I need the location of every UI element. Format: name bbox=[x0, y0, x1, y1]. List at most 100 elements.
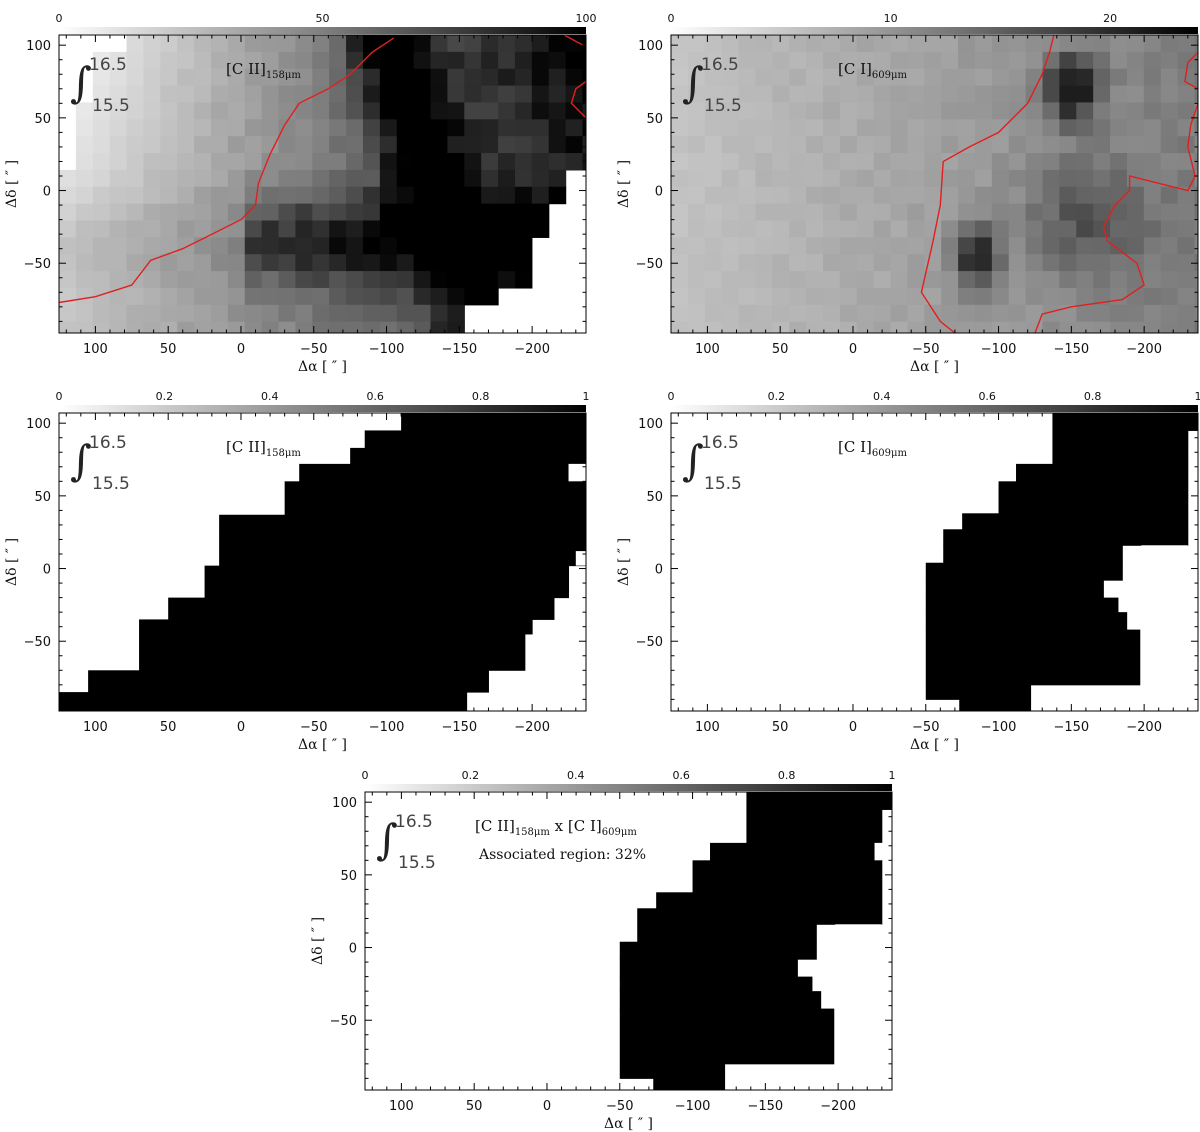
mask-cell bbox=[620, 942, 817, 960]
map-pixel bbox=[295, 288, 312, 305]
map-pixel bbox=[1059, 288, 1076, 305]
colorbar-tick-label: 1 bbox=[583, 390, 590, 403]
x-tick-label: −100 bbox=[981, 342, 1017, 357]
y-axis-label: Δδ [ ″ ] bbox=[4, 160, 20, 208]
map-pixel bbox=[1093, 102, 1110, 119]
map-pixel bbox=[1127, 305, 1144, 322]
map-pixel bbox=[975, 170, 992, 187]
mask-cell bbox=[746, 825, 882, 843]
map-pixel bbox=[447, 153, 464, 170]
colorbar-tick-label: 0.6 bbox=[978, 390, 996, 403]
map-pixel bbox=[380, 322, 397, 339]
map-pixel bbox=[498, 204, 515, 221]
map-pixel bbox=[143, 153, 160, 170]
map-pixel bbox=[549, 187, 566, 204]
map-pixel bbox=[941, 220, 958, 237]
map-pixel bbox=[127, 136, 144, 153]
map-pixel bbox=[992, 271, 1009, 288]
map-pixel bbox=[1127, 204, 1144, 221]
map-pixel bbox=[705, 271, 722, 288]
colorbar-tick-label: 0.8 bbox=[778, 769, 796, 782]
map-pixel bbox=[211, 271, 228, 288]
map-pixel bbox=[447, 305, 464, 322]
map-pixel bbox=[160, 52, 177, 69]
map-pixel bbox=[823, 35, 840, 52]
map-pixel bbox=[160, 305, 177, 322]
mask-cell bbox=[926, 563, 1123, 581]
colorbar-tick-label: 1 bbox=[1195, 390, 1200, 403]
map-pixel bbox=[583, 119, 600, 136]
map-pixel bbox=[262, 204, 279, 221]
map-pixel bbox=[431, 69, 448, 86]
map-pixel bbox=[907, 170, 924, 187]
map-pixel bbox=[739, 220, 756, 237]
integral-upper-limit: 16.5 bbox=[395, 812, 433, 832]
map-pixel bbox=[346, 35, 363, 52]
map-pixel bbox=[1009, 170, 1026, 187]
mask-cell bbox=[1052, 413, 1198, 431]
map-pixel bbox=[549, 136, 566, 153]
y-tick-label: 50 bbox=[340, 869, 357, 884]
map-pixel bbox=[59, 170, 76, 187]
integral-upper-limit: 16.5 bbox=[701, 55, 739, 75]
map-pixel bbox=[431, 204, 448, 221]
integral-upper-limit: 16.5 bbox=[89, 55, 127, 75]
map-pixel bbox=[739, 271, 756, 288]
map-pixel bbox=[958, 271, 975, 288]
map-pixel bbox=[874, 288, 891, 305]
map-pixel bbox=[924, 102, 941, 119]
map-pixel bbox=[447, 86, 464, 103]
map-pixel bbox=[688, 119, 705, 136]
map-pixel bbox=[705, 305, 722, 322]
colorbar bbox=[671, 405, 1198, 412]
x-tick-label: −100 bbox=[369, 342, 405, 357]
map-pixel bbox=[414, 86, 431, 103]
map-pixel bbox=[806, 69, 823, 86]
map-pixel bbox=[789, 339, 806, 356]
mask-cell bbox=[285, 481, 587, 515]
map-pixel bbox=[1026, 136, 1043, 153]
map-pixel bbox=[1161, 271, 1178, 288]
map-pixel bbox=[481, 170, 498, 187]
map-pixel bbox=[346, 322, 363, 339]
map-pixel bbox=[823, 102, 840, 119]
map-pixel bbox=[857, 187, 874, 204]
map-pixel bbox=[907, 52, 924, 69]
map-pixel bbox=[262, 237, 279, 254]
map-pixel bbox=[975, 288, 992, 305]
y-tick-label: 100 bbox=[638, 39, 663, 54]
map-pixel bbox=[498, 153, 515, 170]
map-pixel bbox=[941, 102, 958, 119]
map-pixel bbox=[789, 170, 806, 187]
map-pixel bbox=[414, 322, 431, 339]
map-pixel bbox=[346, 170, 363, 187]
map-pixel bbox=[1195, 237, 1200, 254]
map-pixel bbox=[739, 187, 756, 204]
map-pixel bbox=[907, 86, 924, 103]
mask-cell bbox=[620, 1009, 835, 1065]
map-pixel bbox=[958, 170, 975, 187]
map-pixel bbox=[891, 102, 908, 119]
map-pixel bbox=[1009, 153, 1026, 170]
map-pixel bbox=[722, 271, 739, 288]
map-pixel bbox=[1161, 187, 1178, 204]
map-pixel bbox=[245, 102, 262, 119]
map-pixel bbox=[739, 136, 756, 153]
map-pixel bbox=[329, 153, 346, 170]
map-pixel bbox=[481, 288, 498, 305]
map-pixel bbox=[840, 254, 857, 271]
map-pixel bbox=[671, 119, 688, 136]
map-pixel bbox=[840, 288, 857, 305]
map-pixel bbox=[789, 69, 806, 86]
map-pixel bbox=[1009, 254, 1026, 271]
map-pixel bbox=[688, 136, 705, 153]
map-pixel bbox=[481, 102, 498, 119]
map-pixel bbox=[857, 102, 874, 119]
map-pixel bbox=[806, 322, 823, 339]
map-pixel bbox=[1026, 102, 1043, 119]
map-pixel bbox=[279, 322, 296, 339]
map-pixel bbox=[806, 305, 823, 322]
map-pixel bbox=[941, 237, 958, 254]
map-pixel bbox=[1144, 102, 1161, 119]
map-pixel bbox=[295, 305, 312, 322]
